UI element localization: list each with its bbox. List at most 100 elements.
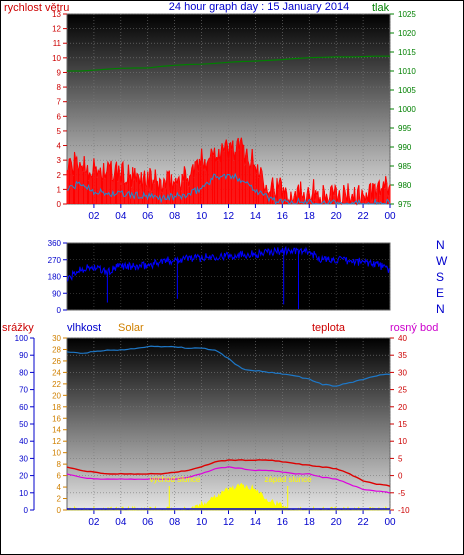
chart1-left-tick-label: 9: [57, 68, 62, 77]
chart3-x-tick-label: 04: [115, 517, 127, 528]
wind-average-line: [66, 172, 391, 206]
chart1-left-tick-label: 4: [57, 142, 62, 151]
chart2-series: [66, 245, 391, 310]
chart3-humidity-tick-label: 22: [52, 380, 61, 389]
chart3-temp-tick-label: 35: [398, 351, 407, 360]
chart3-humidity-tick-label: 30: [52, 334, 61, 343]
chart1-x-tick-label: 00: [384, 211, 396, 222]
chart3-rain-tick-label: 70: [19, 386, 28, 395]
chart3-rain-tick-label: 80: [19, 368, 28, 377]
chart2-left-tick-label: 0: [57, 306, 62, 315]
chart1-left-tick-label: 12: [52, 25, 61, 34]
chart1-left-tick-label: 13: [52, 10, 61, 19]
compass-label: S: [436, 270, 444, 284]
chart1-x-axis: 02 04 06 08 10 12 14 16 18 20 22 00: [88, 204, 396, 222]
chart3-plot-area: [66, 337, 391, 511]
chart3-x-tick-label: 22: [358, 517, 370, 528]
chart1-left-tick-label: 8: [57, 83, 62, 92]
temperature-label: teplota: [312, 322, 346, 334]
chart3-x-tick-label: 18: [304, 517, 316, 528]
chart2-grid: [67, 242, 391, 311]
chart3-x-tick-label: 02: [88, 517, 100, 528]
chart1-x-tick-label: 16: [277, 211, 289, 222]
humidity-line: [66, 345, 391, 387]
chart3-humidity-tick-label: 14: [52, 426, 61, 435]
chart1-right-tick-label: 980: [398, 181, 412, 190]
chart3-rain-tick-label: 0: [24, 506, 29, 515]
chart3-temp-tick-label: 0: [398, 472, 403, 481]
chart1-x-tick-label: 14: [250, 211, 262, 222]
chart3-humidity-tick-label: 28: [52, 345, 61, 354]
sunset-label: západ slunce: [264, 475, 312, 484]
chart3-humidity-tick-label: 16: [52, 414, 61, 423]
chart3-temp-tick-label: -5: [398, 489, 406, 498]
chart1-left-tick-label: 2: [57, 171, 62, 180]
chart1-left-tick-label: 7: [57, 98, 62, 107]
chart3-humidity-tick-label: 8: [57, 460, 62, 469]
chart1-x-tick-label: 20: [331, 211, 343, 222]
chart3-humidity-tick-label: 20: [52, 391, 61, 400]
chart3-temp-tick-label: 10: [398, 437, 407, 446]
chart1-left-tick-label: 3: [57, 156, 62, 165]
chart3-x-tick-label: 12: [223, 517, 235, 528]
chart1-right-tick-label: 1015: [398, 48, 416, 57]
chart3-x-tick-label: 16: [277, 517, 289, 528]
chart1-left-tick-label: 11: [53, 39, 62, 48]
chart3-rain-tick-label: 10: [19, 489, 28, 498]
chart2-left-tick-label: 180: [48, 273, 62, 282]
chart3-rain-tick-label: 40: [19, 437, 28, 446]
chart3-temp-tick-label: 25: [398, 386, 407, 395]
chart1-x-tick-label: 12: [223, 211, 235, 222]
wind-speed-label: rychlost větru: [4, 2, 69, 14]
chart3-temperature-axis: -10 -5 0 5 10 15 20 25 30 35 40: [390, 334, 410, 515]
chart1-left-tick-label: 10: [52, 54, 61, 63]
chart1-right-tick-label: 1000: [398, 105, 416, 114]
rain-label: srážky: [2, 322, 34, 334]
chart1-left-tick-label: 5: [57, 127, 62, 136]
dew-point-label: rosný bod: [390, 322, 438, 334]
solar-label: Solar: [118, 322, 144, 334]
chart1-series: [66, 55, 391, 206]
chart3-temp-tick-label: 30: [398, 368, 407, 377]
chart3-temp-tick-label: 5: [398, 454, 403, 463]
temperature-line: [66, 459, 391, 487]
wind-direction-line: [66, 245, 391, 282]
chart3-temp-tick-label: -10: [398, 506, 410, 515]
chart3-humidity-tick-label: 18: [52, 403, 61, 412]
chart1-left-tick-label: 1: [57, 185, 62, 194]
chart2-left-tick-label: 90: [52, 289, 61, 298]
chart3-x-tick-label: 00: [384, 517, 396, 528]
pressure-line: [67, 55, 390, 72]
chart3-rain-axis: 0 10 20 30 40 50 60 70 80 90 100: [15, 334, 35, 515]
compass-label: E: [436, 286, 444, 300]
chart3-rain-tick-label: 60: [19, 403, 28, 412]
chart3-humidity-tick-label: 6: [57, 472, 62, 481]
chart3-rain-tick-label: 100: [15, 334, 29, 343]
pressure-label: tlak: [372, 2, 390, 14]
compass-label: N: [436, 238, 445, 252]
chart2-left-tick-label: 270: [48, 256, 62, 265]
chart3-x-tick-label: 08: [169, 517, 181, 528]
chart3-humidity-tick-label: 12: [52, 437, 61, 446]
chart3-x-tick-label: 06: [142, 517, 154, 528]
chart3-rain-tick-label: 30: [19, 454, 28, 463]
chart-title: 24 hour graph day : 15 January 2014: [169, 1, 349, 13]
chart1-left-tick-label: 6: [57, 112, 62, 121]
chart1-right-tick-label: 1005: [398, 86, 416, 95]
chart1-right-tick-label: 975: [398, 200, 412, 209]
chart3-humidity-tick-label: 24: [52, 368, 61, 377]
chart3-temp-tick-label: 40: [398, 334, 407, 343]
compass-label: W: [436, 254, 448, 268]
chart1-x-tick-label: 22: [358, 211, 370, 222]
chart1-x-tick-label: 08: [169, 211, 181, 222]
chart1-x-tick-label: 10: [196, 211, 208, 222]
chart1-right-tick-label: 995: [398, 124, 412, 133]
chart3-temp-tick-label: 15: [398, 420, 407, 429]
chart1-right-tick-label: 1010: [398, 67, 416, 76]
chart3-humidity-tick-label: 26: [52, 357, 61, 366]
chart3-x-tick-label: 20: [331, 517, 343, 528]
